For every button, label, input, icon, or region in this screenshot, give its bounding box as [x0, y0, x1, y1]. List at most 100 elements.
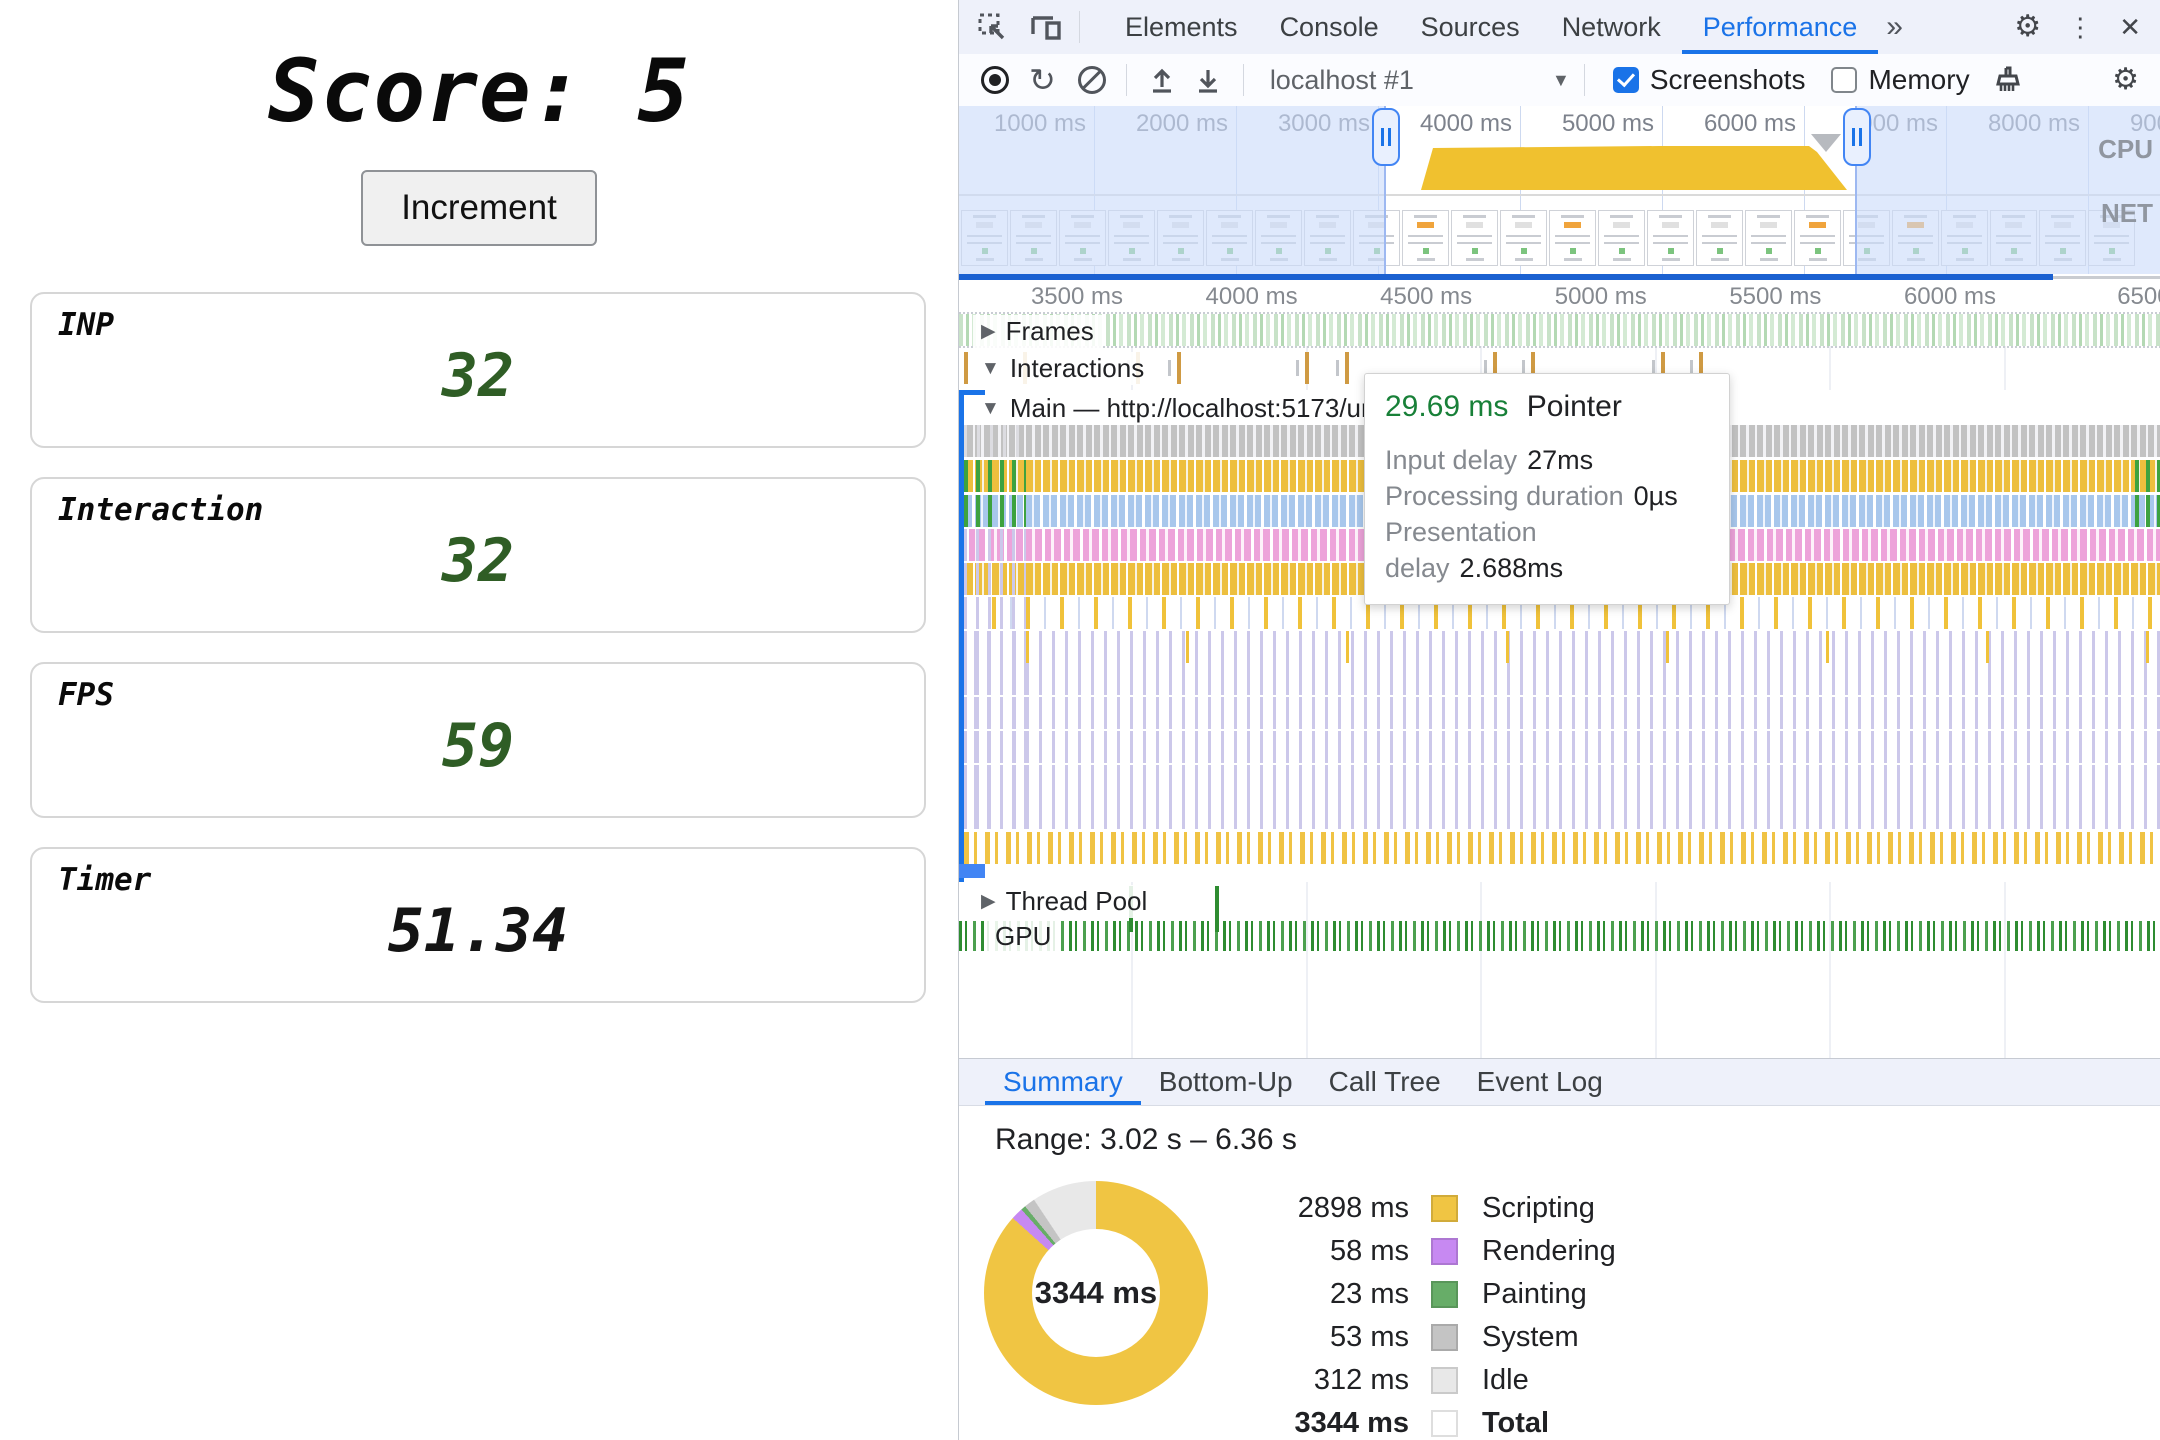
collapse-arrow-icon[interactable]: ▶ — [981, 891, 996, 912]
tooltip-duration: 29.69 ms — [1385, 390, 1509, 423]
cpu-row-label: CPU — [2098, 134, 2153, 164]
metric-card-interaction: Interaction 32 — [30, 477, 926, 633]
filmstrip-thumbnail[interactable] — [1500, 210, 1547, 266]
upload-profile-icon[interactable] — [1147, 65, 1177, 95]
track-interactions[interactable]: ▼ Interactions — [959, 348, 2160, 391]
capture-settings-gear-icon[interactable]: ⚙ — [2112, 63, 2139, 96]
card-label: INP — [58, 307, 114, 343]
card-label: Interaction — [58, 492, 264, 528]
interaction-marker[interactable] — [1167, 352, 1181, 384]
flame-band-idle-sparse — [964, 663, 2160, 695]
selection-handle-right[interactable] — [1843, 108, 1871, 166]
card-value: 59 — [441, 711, 515, 781]
scripting-swatch — [1431, 1195, 1458, 1222]
divider — [1079, 11, 1080, 43]
interaction-marker[interactable] — [1651, 352, 1665, 384]
screenshots-checkbox[interactable] — [1612, 67, 1639, 93]
divider — [1242, 64, 1244, 96]
interaction-marker[interactable] — [1690, 352, 1704, 384]
expand-arrow-icon[interactable]: ▼ — [981, 397, 1000, 419]
filmstrip-thumbnail[interactable] — [1402, 210, 1449, 266]
reload-record-icon[interactable]: ↻ — [1029, 62, 1056, 98]
filmstrip-thumbnail[interactable] — [1549, 210, 1596, 266]
legend-label: System — [1482, 1321, 1579, 1353]
interaction-marker[interactable] — [1296, 352, 1310, 384]
clear-icon[interactable] — [1077, 66, 1106, 94]
total-swatch — [1431, 1410, 1458, 1437]
tab-console[interactable]: Console — [1279, 11, 1379, 42]
chevron-down-icon: ▼ — [1551, 69, 1570, 90]
selection-handle-left[interactable] — [1372, 108, 1400, 166]
filmstrip-thumbnail[interactable] — [1696, 210, 1743, 266]
filmstrip-thumbnail[interactable] — [1745, 210, 1792, 266]
selected-track-accent — [959, 390, 985, 882]
metric-cards: INP 32 Interaction 32 FPS 59 Timer 51.34 — [30, 292, 926, 1032]
more-tabs-icon[interactable]: » — [1886, 10, 1903, 43]
drawer-tab-summary[interactable]: Summary — [985, 1059, 1141, 1105]
overview-dim-right — [1856, 106, 2160, 274]
interaction-marker[interactable] — [1335, 352, 1349, 384]
settings-gear-icon[interactable]: ⚙ — [2014, 10, 2042, 43]
interaction-tooltip: 29.69 ms Pointer Input delay 27ms Processi… — [1364, 373, 1730, 605]
drawer-tab-event-log[interactable]: Event Log — [1476, 1066, 1603, 1097]
system-swatch — [1431, 1324, 1458, 1351]
card-value: 32 — [441, 341, 515, 411]
legend-row-total: 3344 ms Total — [1229, 1402, 1616, 1440]
close-icon[interactable]: ✕ — [2119, 12, 2141, 42]
legend-row-painting: 23 ms Painting — [1229, 1273, 1616, 1316]
screenshots-label[interactable]: Screenshots — [1649, 64, 1806, 95]
frames-activity — [959, 314, 2160, 346]
summary-donut-chart: 3344 ms — [984, 1181, 1208, 1405]
record-icon[interactable] — [981, 66, 1009, 94]
track-gpu[interactable]: GPU — [959, 918, 2160, 954]
timeline-ruler: 3500 ms 4000 ms 4500 ms 5000 ms 5500 ms 6000 … — [959, 280, 2160, 312]
net-baseline — [959, 194, 2160, 196]
inspect-element-icon[interactable] — [977, 12, 1007, 42]
track-resize-handle[interactable] — [959, 864, 985, 878]
tab-performance[interactable]: Performance — [1682, 0, 1879, 54]
card-value: 51.34 — [387, 896, 569, 966]
legend-label: Total — [1482, 1407, 1550, 1439]
tab-sources[interactable]: Sources — [1420, 11, 1520, 42]
interaction-marker[interactable] — [963, 352, 968, 384]
interactions-track-label: Interactions — [1009, 353, 1145, 383]
interaction-marker[interactable] — [1483, 352, 1497, 384]
memory-label[interactable]: Memory — [1868, 64, 1970, 95]
legend-value: 58 ms — [1330, 1235, 1409, 1267]
collapse-arrow-icon[interactable]: ▶ — [981, 321, 996, 342]
flame-band-gc-yellow — [964, 832, 2160, 864]
kebab-menu-icon[interactable]: ⋮ — [2067, 12, 2094, 42]
garbage-collect-icon[interactable] — [1992, 64, 2024, 96]
drawer-tab-bottom-up[interactable]: Bottom-Up — [1158, 1066, 1293, 1097]
profile-select[interactable]: localhost #1 ▼ — [1270, 65, 1570, 96]
net-row-label: NET — [2101, 198, 2153, 228]
rendering-swatch — [1431, 1238, 1458, 1265]
ruler-tick-label: 4500 ms — [1380, 283, 1473, 310]
device-toolbar-icon[interactable] — [1029, 12, 1063, 42]
donut-center-label: 3344 ms — [1034, 1275, 1158, 1310]
filmstrip-thumbnail[interactable] — [1647, 210, 1694, 266]
memory-checkbox[interactable] — [1831, 67, 1858, 93]
gpu-activity — [959, 921, 2160, 951]
filmstrip-thumbnail[interactable] — [1598, 210, 1645, 266]
tooltip-row-label: Presentation delay — [1385, 517, 1537, 583]
summary-drawer: Summary Bottom-Up Call Tree Event Log Range… — [959, 1058, 2160, 1440]
filmstrip-thumbnail[interactable] — [1794, 210, 1841, 266]
track-frames[interactable]: ▶ Frames — [959, 312, 2160, 348]
download-profile-icon[interactable] — [1193, 65, 1223, 95]
tab-elements[interactable]: Elements — [1125, 11, 1238, 42]
track-thread-pool[interactable]: ▶ Thread Pool — [959, 882, 2160, 932]
tooltip-row: Presentation delay 2.688ms — [1385, 514, 1709, 586]
increment-button[interactable]: Increment — [361, 170, 597, 246]
tab-network[interactable]: Network — [1561, 11, 1661, 42]
interaction-marker[interactable] — [1522, 352, 1536, 384]
drawer-tab-call-tree[interactable]: Call Tree — [1328, 1066, 1441, 1097]
filmstrip-thumbnail[interactable] — [1451, 210, 1498, 266]
legend-label: Idle — [1482, 1364, 1529, 1396]
tooltip-row: Processing duration 0µs — [1385, 478, 1709, 514]
expand-arrow-icon[interactable]: ▼ — [981, 357, 1000, 379]
page-title: Score: 5 — [267, 42, 691, 142]
flame-band-idle-sparse — [964, 697, 2160, 729]
overview-scroll-indicator[interactable] — [959, 274, 2053, 280]
